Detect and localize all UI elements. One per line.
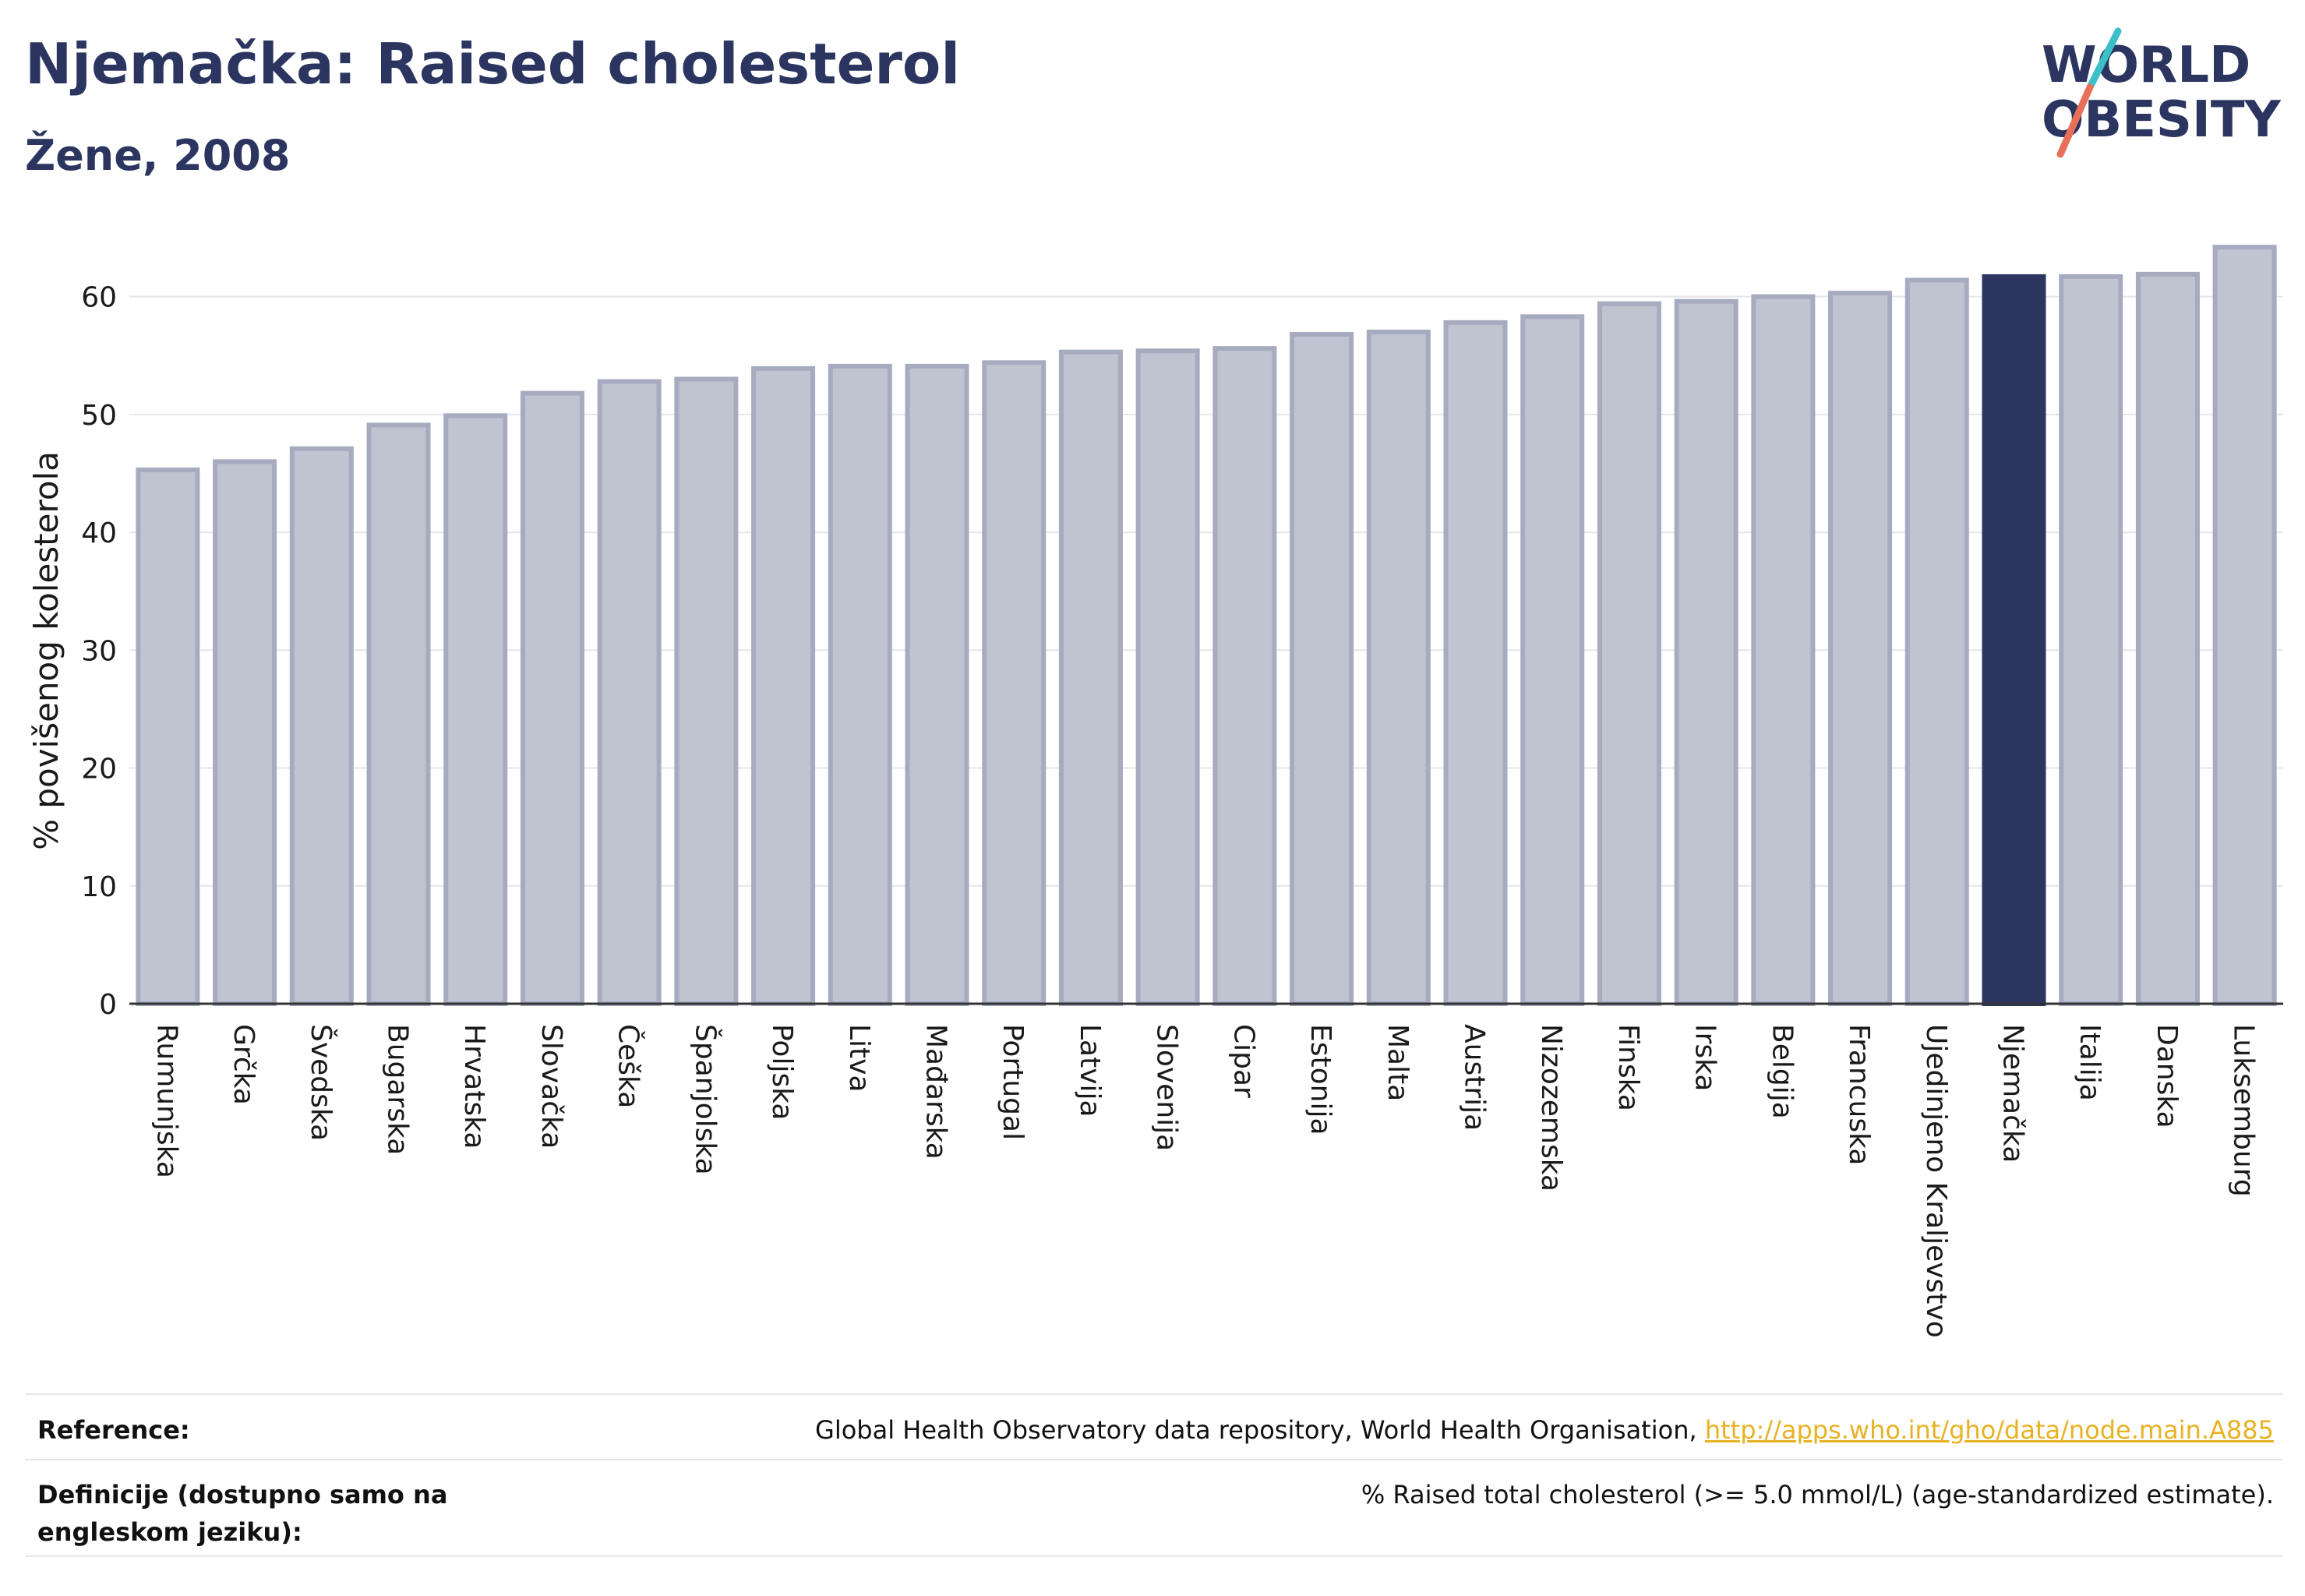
reference-text: Global Health Observatory data repositor… — [815, 1415, 1705, 1445]
y-tick-label: 60 — [81, 282, 117, 314]
bar-13 — [1058, 349, 1123, 1006]
definition-text: % Raised total cholesterol (>= 5.0 mmol/… — [1361, 1480, 2274, 1509]
x-tick-label: Finska — [1612, 1024, 1644, 1111]
footer-divider-middle — [25, 1459, 2283, 1460]
x-tick-label: Danska — [2151, 1024, 2183, 1128]
bar-3 — [289, 446, 354, 1006]
x-tick-label: Grčka — [228, 1024, 259, 1105]
logo-text-world: WORLD — [2042, 37, 2250, 94]
x-tick-label: Latvija — [1074, 1024, 1106, 1118]
x-tick-label: Belgija — [1766, 1024, 1798, 1119]
x-tick-label: Litva — [843, 1024, 875, 1093]
chart-subtitle: Žene, 2008 — [25, 131, 291, 180]
bar-27 — [2135, 271, 2200, 1006]
bar-chart: 0 10 20 30 40 50 60 Rumunjska Grčka Švedska Bugars… — [27, 245, 2283, 1338]
definition-label: Definicije (dostupno samo na engleskom j… — [37, 1480, 448, 1547]
chart-title: Njemačka: Raised cholesterol — [25, 31, 961, 97]
bar-9 — [751, 365, 816, 1006]
x-tick-label: Ujedinjeno Kraljevstvo — [1920, 1024, 1952, 1338]
x-tick-label: Češka — [612, 1024, 645, 1108]
bar-10 — [828, 363, 892, 1006]
x-tick-label: Portugal — [997, 1024, 1029, 1140]
y-tick-label: 50 — [81, 400, 117, 432]
bar-22 — [1751, 294, 1816, 1007]
world-obesity-logo: WORLD OBESITY — [2042, 27, 2281, 158]
x-tick-label: Irska — [1689, 1024, 1721, 1091]
bar-20 — [1597, 301, 1661, 1007]
x-tick-label: Bugarska — [382, 1024, 414, 1155]
reference-label: Reference: — [37, 1415, 190, 1445]
y-tick-label: 10 — [81, 871, 117, 903]
bar-1 — [136, 467, 200, 1006]
bar-19 — [1520, 314, 1585, 1007]
x-tick-label: Mađarska — [920, 1024, 952, 1160]
x-tick-label: Švedska — [305, 1024, 337, 1141]
x-tick-label: Nizozemska — [1535, 1024, 1567, 1192]
x-tick-label: Luksemburg — [2228, 1024, 2260, 1197]
bar-24 — [1904, 277, 1969, 1007]
reference-link[interactable]: http://apps.who.int/gho/data/node.main.A… — [1704, 1415, 2274, 1445]
bar-2 — [213, 459, 277, 1006]
bar-15 — [1213, 346, 1277, 1006]
x-tick-label: Cipar — [1227, 1024, 1259, 1098]
bar-8 — [674, 376, 739, 1006]
x-tick-label: Estonija — [1304, 1024, 1336, 1135]
x-tick-label: Njemačka — [1997, 1024, 2029, 1163]
x-tick-label: Italija — [2074, 1024, 2106, 1101]
bar-21 — [1674, 298, 1738, 1006]
x-tick-label: Austrija — [1459, 1024, 1491, 1131]
bar-12 — [982, 360, 1047, 1006]
bar-6 — [520, 390, 584, 1006]
bar-16 — [1290, 332, 1354, 1006]
bar-25 — [1982, 274, 2046, 1007]
bar-11 — [905, 363, 969, 1006]
bar-4 — [366, 422, 431, 1006]
x-tick-label: Slovačka — [535, 1024, 567, 1149]
y-tick-label: 20 — [81, 754, 117, 786]
y-tick-label: 40 — [81, 517, 117, 549]
x-tick-label: Poljska — [766, 1024, 798, 1121]
bar-7 — [597, 379, 662, 1006]
bar-26 — [2059, 274, 2123, 1007]
bar-28 — [2212, 245, 2277, 1006]
footer-divider-bottom — [25, 1555, 2283, 1557]
x-tick-label: Malta — [1382, 1024, 1414, 1101]
y-tick-label: 30 — [81, 635, 117, 667]
y-tick-label: 0 — [99, 989, 117, 1021]
logo-slash-coral — [2056, 83, 2094, 158]
footer-divider-top — [25, 1393, 2283, 1395]
x-tick-label: Slovenija — [1151, 1024, 1183, 1151]
x-tick-label: Španjolska — [689, 1024, 722, 1175]
bar-18 — [1443, 320, 1508, 1006]
bar-5 — [443, 413, 508, 1006]
axes: 0 10 20 30 40 50 60 Rumunjska Grčka Švedska Bugars… — [81, 282, 2283, 1338]
x-tick-label: Francuska — [1843, 1024, 1875, 1165]
bar-23 — [1828, 291, 1893, 1006]
x-tick-label: Rumunjska — [150, 1024, 182, 1178]
bar-17 — [1366, 329, 1431, 1006]
bar-14 — [1135, 348, 1200, 1007]
x-tick-label: Hrvatska — [458, 1024, 490, 1149]
reference-value: Global Health Observatory data repositor… — [715, 1411, 2274, 1449]
bars — [136, 245, 2277, 1007]
logo-slash-teal — [2086, 27, 2122, 91]
y-axis-title: % povišenog kolesterola — [27, 451, 65, 850]
